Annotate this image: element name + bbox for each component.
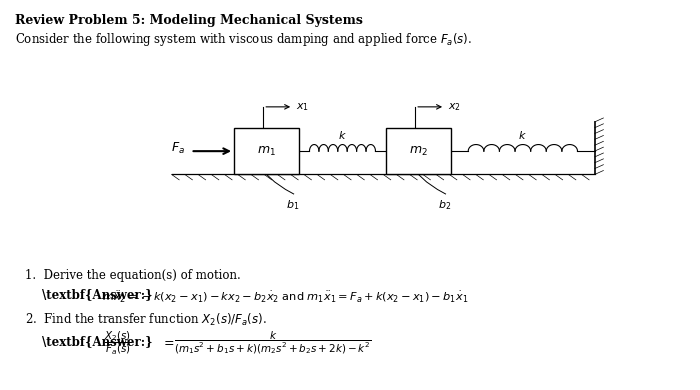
Bar [386, 128, 451, 174]
Text: $b_2$: $b_2$ [438, 199, 451, 212]
Text: Consider the following system with viscous damping and applied force $F_a(s)$.: Consider the following system with visco… [15, 31, 472, 48]
Text: $m_2$: $m_2$ [409, 145, 428, 158]
Bar [234, 128, 299, 174]
Text: \textbf{Answer:}: \textbf{Answer:} [42, 335, 153, 348]
Text: $\dfrac{k}{(m_1 s^2 + b_1 s + k)(m_2 s^2 + b_2 s + 2k) - k^2}$: $\dfrac{k}{(m_1 s^2 + b_1 s + k)(m_2 s^2… [174, 330, 371, 356]
Text: $F_a$: $F_a$ [172, 141, 185, 156]
Text: 2.  Find the transfer function $X_2(s)/F_a(s)$.: 2. Find the transfer function $X_2(s)/F_… [25, 312, 267, 328]
Text: $m_1$: $m_1$ [257, 145, 276, 158]
Text: \textbf{Answer:}: \textbf{Answer:} [42, 289, 153, 301]
Text: $m\ddot{x}_2 = -k(x_2 - x_1) - kx_2 - b_2\dot{x}_2$ and $m_1\ddot{x}_1 = F_a + k: $m\ddot{x}_2 = -k(x_2 - x_1) - kx_2 - b_… [102, 289, 468, 303]
Text: $=$: $=$ [161, 335, 175, 348]
Text: 1.  Derive the equation(s) of motion.: 1. Derive the equation(s) of motion. [25, 269, 240, 282]
Text: $x_1$: $x_1$ [296, 101, 309, 113]
Text: $\dfrac{X_2(s)}{F_a(s)}$: $\dfrac{X_2(s)}{F_a(s)}$ [104, 330, 132, 356]
Text: $b_1$: $b_1$ [286, 199, 299, 212]
Text: $x_2$: $x_2$ [448, 101, 461, 113]
Text: $k$: $k$ [519, 129, 527, 141]
Text: Review Problem 5: Modeling Mechanical Systems: Review Problem 5: Modeling Mechanical Sy… [15, 14, 363, 27]
Text: $k$: $k$ [338, 129, 347, 141]
